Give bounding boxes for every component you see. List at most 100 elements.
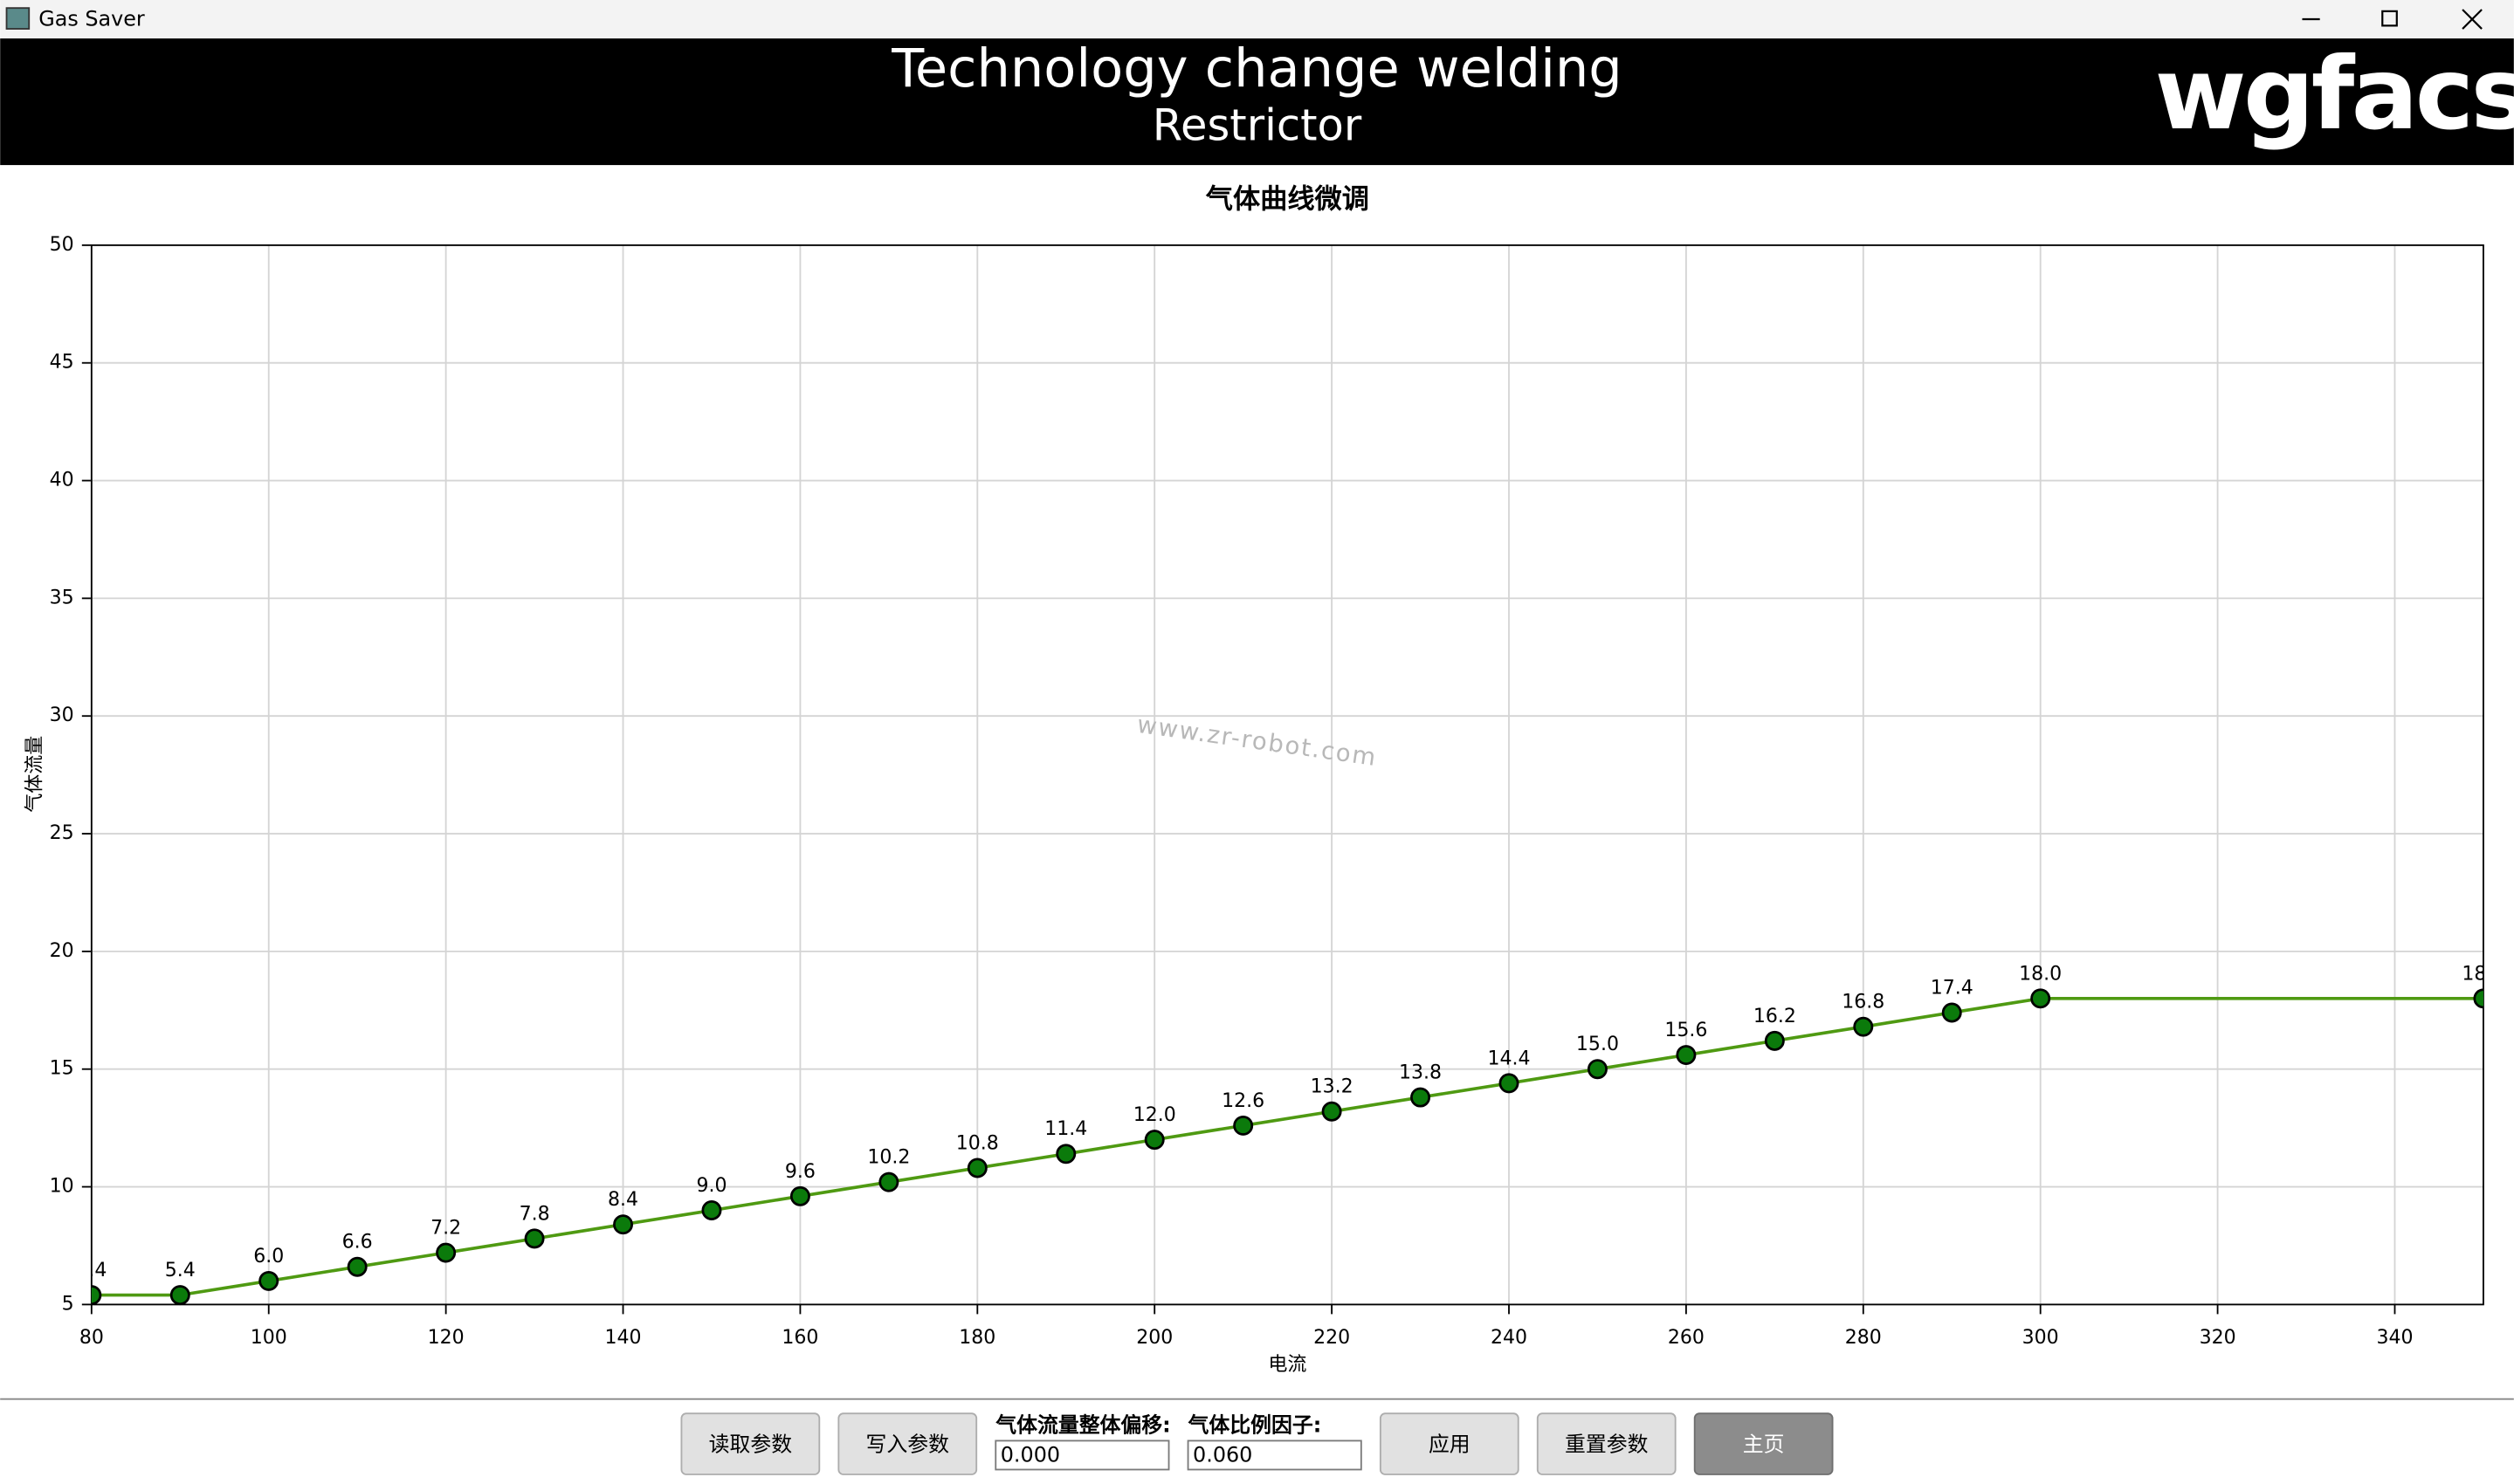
y-tick-label: 15 <box>50 1058 74 1080</box>
data-point <box>613 1214 633 1235</box>
data-label: 9.0 <box>696 1175 727 1197</box>
data-point <box>2030 988 2051 1009</box>
data-point <box>1853 1016 1874 1037</box>
x-tick-label: 280 <box>1845 1327 1882 1349</box>
data-point <box>258 1270 279 1291</box>
data-label: 16.8 <box>1842 992 1884 1013</box>
app-icon <box>5 7 31 30</box>
data-label: 5.4 <box>165 1260 196 1281</box>
data-point <box>878 1171 899 1192</box>
data-point <box>169 1285 190 1306</box>
field-label: 气体流量整体偏移: <box>995 1412 1170 1437</box>
x-tick-label: 320 <box>2200 1327 2236 1349</box>
data-point <box>91 1285 102 1306</box>
data-point <box>1498 1073 1519 1094</box>
close-button[interactable] <box>2462 9 2483 30</box>
data-label: 13.2 <box>1311 1076 1353 1098</box>
text-input[interactable] <box>1187 1439 1362 1471</box>
input-value[interactable]: 0.060 <box>1193 1442 1252 1467</box>
data-label: 7.2 <box>430 1218 461 1240</box>
data-label: 18.0 <box>2019 963 2062 985</box>
y-tick-label: 10 <box>50 1176 74 1198</box>
button-label[interactable]: 应用 <box>1429 1432 1471 1456</box>
data-label: 11.4 <box>1044 1118 1087 1140</box>
input-value[interactable]: 0.000 <box>1001 1442 1060 1467</box>
data-label: 15.0 <box>1576 1034 1619 1055</box>
data-point <box>2473 988 2483 1009</box>
button[interactable] <box>1693 1412 1834 1475</box>
data-point <box>347 1256 368 1277</box>
y-tick-label: 20 <box>50 940 74 962</box>
data-label: 14.4 <box>1487 1048 1530 1069</box>
watermark: www.zr-robot.com <box>1135 711 1379 772</box>
data-point <box>1676 1045 1697 1066</box>
x-tick-label: 180 <box>959 1327 995 1349</box>
data-label: 15.6 <box>1664 1020 1707 1041</box>
data-point <box>1321 1101 1342 1122</box>
y-axis-label: 气体流量 <box>24 736 46 813</box>
data-label: 6.0 <box>253 1246 284 1268</box>
button[interactable] <box>1379 1412 1519 1475</box>
data-point <box>1587 1059 1608 1080</box>
data-label: 17.4 <box>1931 977 1973 999</box>
data-label: 16.2 <box>1753 1006 1796 1027</box>
maximize-button[interactable] <box>2381 10 2398 27</box>
logo: wgfacs <box>2154 36 2514 152</box>
data-label: 12.6 <box>1222 1090 1264 1112</box>
plot-frame <box>90 244 2484 1306</box>
data-label: 9.6 <box>785 1161 816 1183</box>
chart: 气体曲线微调 5 10 15 20 25 30 35 40 45 50 80 100 120 140 160 1… <box>24 183 2504 1376</box>
data-point <box>436 1242 457 1263</box>
title-bar <box>0 0 2514 39</box>
y-tick-label: 40 <box>50 470 74 491</box>
data-point <box>701 1200 722 1220</box>
data-label: 12.0 <box>1133 1104 1176 1126</box>
field-label: 气体比例因子: <box>1188 1412 1322 1437</box>
y-tick-label: 50 <box>50 234 74 256</box>
data-label: 7.8 <box>520 1203 550 1225</box>
plot-content: 5.4 5.4 6.0 6.6 7.2 7.8 8.4 9.0 9.6 10.2 10.8 11.4 1… <box>76 963 2504 1306</box>
data-point <box>1764 1030 1785 1051</box>
data-line <box>91 996 2483 1297</box>
x-tick-label: 300 <box>2022 1327 2059 1349</box>
x-tick-label: 120 <box>428 1327 465 1349</box>
x-tick-label: 100 <box>251 1327 287 1349</box>
data-label: 6.6 <box>342 1232 373 1254</box>
data-point <box>1144 1130 1165 1151</box>
header-bar <box>0 38 2514 166</box>
data-label: 13.8 <box>1399 1062 1442 1084</box>
y-tick-label: 25 <box>50 822 74 844</box>
y-tick-label: 30 <box>50 704 74 726</box>
button-label[interactable]: 主页 <box>1743 1432 1785 1456</box>
x-axis-label: 电流 <box>1268 1354 1306 1376</box>
y-tick-label: 35 <box>50 587 74 608</box>
x-tick-label: 260 <box>1668 1327 1705 1349</box>
data-label: 5.4 <box>76 1260 107 1281</box>
data-label: 10.8 <box>956 1132 999 1154</box>
x-tick-label: 80 <box>79 1327 104 1349</box>
button[interactable] <box>837 1412 978 1475</box>
header-subtitle: Restrictor <box>1153 100 1362 150</box>
x-tick-label: 140 <box>605 1327 642 1349</box>
button-label[interactable]: 写入参数 <box>866 1432 950 1456</box>
button-label[interactable]: 读取参数 <box>709 1432 793 1456</box>
data-label: 10.2 <box>867 1147 910 1169</box>
data-point <box>1233 1115 1254 1136</box>
button[interactable] <box>680 1412 821 1475</box>
data-point <box>789 1185 810 1206</box>
header-title: Technology change welding <box>891 38 1622 100</box>
data-label: 8.4 <box>608 1189 638 1211</box>
button[interactable] <box>1536 1412 1677 1475</box>
y-tick-label: 5 <box>62 1293 74 1315</box>
window-title: Gas Saver <box>38 6 145 31</box>
data-point <box>1410 1087 1431 1108</box>
chart-title: 气体曲线微调 <box>1205 183 1369 215</box>
button-label[interactable]: 重置参数 <box>1565 1432 1649 1456</box>
x-tick-label: 220 <box>1313 1327 1350 1349</box>
text-input[interactable] <box>995 1439 1170 1471</box>
data-point <box>967 1158 988 1178</box>
data-point <box>524 1228 545 1249</box>
data-point <box>1941 1002 1962 1023</box>
data-label: 18.0 <box>2462 963 2504 985</box>
